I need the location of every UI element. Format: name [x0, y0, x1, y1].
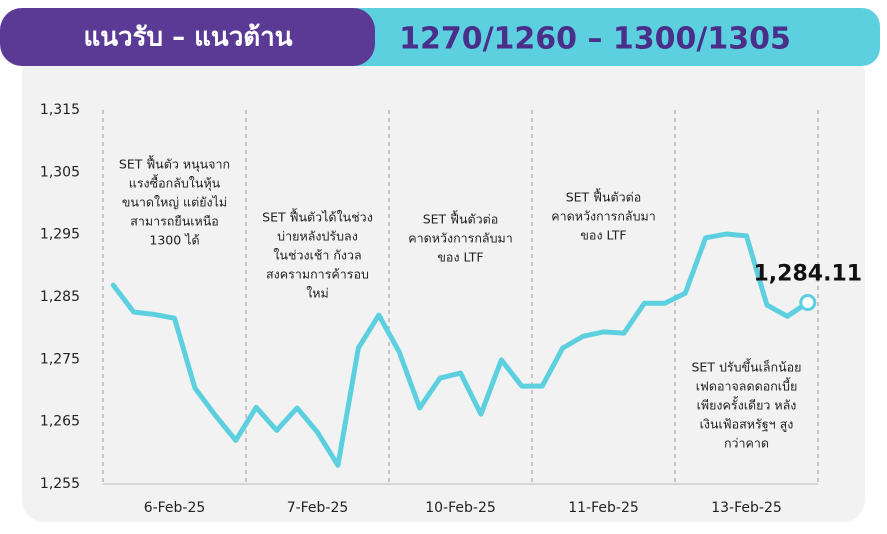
annotation: เงินเฟ้อสหรัฐฯ สูง: [700, 417, 794, 433]
annotation: เฟดอาจลดดอกเบี้ย: [696, 377, 798, 394]
series-line: [110, 231, 811, 468]
x-tick-label: 10-Feb-25: [425, 500, 496, 516]
x-tick-label: 7-Feb-25: [287, 500, 349, 516]
x-tick-label: 13-Feb-25: [711, 500, 782, 516]
levels-bar: [330, 8, 880, 66]
annotation: SET ฟื้นตัวต่อ: [423, 210, 499, 227]
annotation: SET ฟื้นตัว หนุนจาก: [119, 155, 230, 173]
annotation: คาดหวังการกลับมา: [551, 209, 656, 224]
annotation: 1300 ได้: [149, 233, 199, 248]
y-tick-label: 1,315: [40, 102, 80, 118]
y-tick-label: 1,255: [40, 476, 80, 492]
x-tick-label: 11-Feb-25: [568, 500, 639, 516]
y-tick-label: 1,285: [40, 289, 80, 305]
annotation: แรงซื้อกลับในหุ้น: [129, 174, 221, 192]
annotation: ขนาดใหญ่ แต่ยังไม่: [122, 195, 227, 210]
annotation: ของ LTF: [580, 228, 626, 243]
last-point: [799, 294, 817, 312]
annotation: เพียงครั้งเดียว หลัง: [697, 396, 797, 413]
levels: 1270/1260 – 1300/1305: [399, 22, 791, 57]
title: แนวรับ – แนวต้าน: [83, 23, 292, 53]
annotation: SET ปรับขึ้นเล็กน้อย: [692, 358, 802, 375]
y-tick-label: 1,305: [40, 164, 80, 180]
annotation: สามารถยืนเหนือ: [130, 214, 219, 229]
y-tick-label: 1,295: [40, 227, 80, 243]
annotation: ของ LTF: [437, 250, 483, 265]
annotation: ใหม่: [306, 286, 329, 301]
value-label: 1,284.11: [754, 262, 863, 287]
annotation: บ่ายหลังปรับลง: [277, 229, 358, 244]
annotation: คาดหวังการกลับมา: [408, 231, 513, 246]
title-bar: [0, 8, 375, 66]
annotation: สงครามการค้ารอบ: [266, 267, 369, 282]
y-tick-label: 1,265: [40, 414, 80, 430]
annotation: ในช่วงเช้า กังวล: [273, 248, 361, 263]
annotation: กว่าคาด: [724, 436, 769, 451]
x-tick-label: 6-Feb-25: [144, 500, 206, 516]
chart-panel: [22, 52, 865, 522]
annotation: SET ฟื้นตัวต่อ: [566, 188, 642, 205]
annotation: SET ฟื้นตัวได้ในช่วง: [262, 208, 373, 225]
y-tick-label: 1,275: [40, 351, 80, 367]
